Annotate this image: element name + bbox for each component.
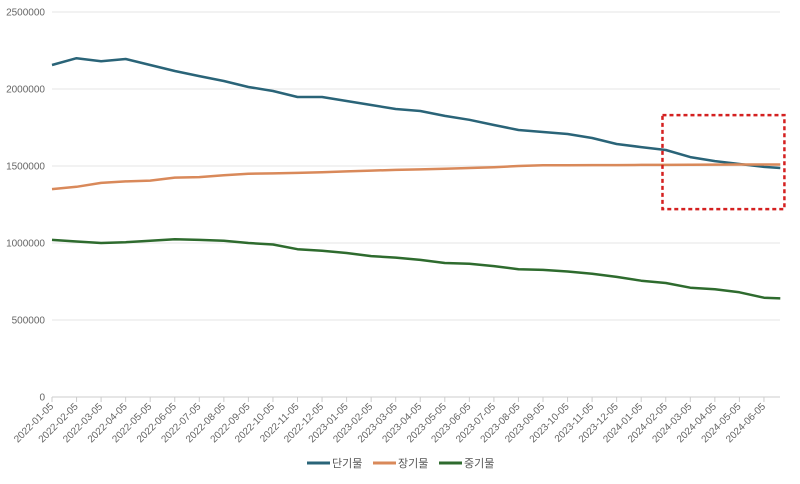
series-line-1 bbox=[51, 56, 781, 170]
highlight-box bbox=[661, 113, 786, 211]
y-tick-label: 1500000 bbox=[6, 162, 45, 173]
y-tick-label: 0 bbox=[39, 393, 45, 404]
legend-label: 장기물 bbox=[398, 457, 428, 470]
legend-label: 단기물 bbox=[332, 457, 362, 470]
series-line-2 bbox=[51, 163, 781, 191]
series-line-3 bbox=[51, 237, 781, 300]
y-tick-label: 2000000 bbox=[6, 85, 45, 96]
y-tick-label: 2500000 bbox=[6, 8, 45, 19]
y-tick-label: 1000000 bbox=[6, 239, 45, 250]
y-tick-label: 500000 bbox=[12, 316, 46, 327]
legend-label: 중기물 bbox=[464, 457, 494, 470]
